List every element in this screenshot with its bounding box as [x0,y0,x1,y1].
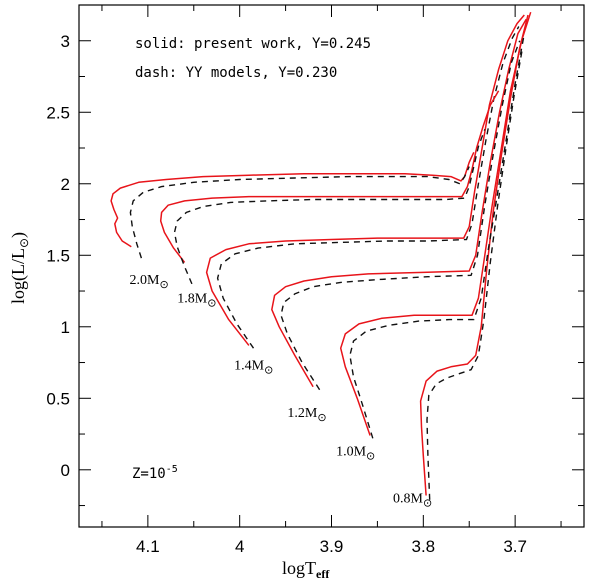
legend-dash-text: dash: YY models, Y=0.230 [135,65,337,81]
y-axis-sun-symbol: ⊙ [17,238,31,248]
y-tick-label: 0 [61,461,70,480]
mass-labels: 2.0M⊙ 1.8M⊙ 1.4M⊙ 1.2M⊙ 1.0M⊙ 0.8M⊙ [130,273,433,510]
y-tick-label: 1 [61,318,70,337]
y-tick-label: 1.5 [46,246,70,265]
mass-label: 1.2M⊙ [287,406,326,424]
x-tick-label: 3.9 [320,537,344,556]
mass-label: 1.0M⊙ [336,444,375,462]
x-tick-label: 3.7 [503,537,527,556]
mass-label: 0.8M⊙ [393,492,432,510]
track-present-0.8 [419,14,529,496]
evolutionary-tracks [110,11,532,500]
x-axis-subscript: eff [316,567,330,579]
y-tick-label: 0.5 [46,389,70,408]
x-tick-label: 3.8 [411,537,435,556]
y-tick-label: 3 [61,32,70,51]
track-present-1.2 [271,18,527,388]
legend-solid-text: solid: present work, Y=0.245 [135,36,371,52]
y-tick-label: 2 [61,175,70,194]
tick-labels: 4.1 4 3.9 3.8 3.7 0 0.5 1 1.5 2 2.5 3 [46,32,527,556]
track-yy-1.8 [173,129,486,285]
track-yy-1.0 [349,33,525,439]
metallicity-label: Z=10-5 [132,464,178,482]
metallicity-exponent: -5 [166,464,178,475]
mass-label: 1.4M⊙ [234,359,273,377]
y-tick-label: 2.5 [46,103,70,122]
track-yy-1.2 [280,40,521,391]
axis-ticks [79,4,584,527]
plot-frame [78,4,585,528]
track-yy-2.0 [129,166,470,259]
track-present-1.4 [205,14,525,346]
x-axis-title: logTeff [282,558,330,579]
x-tick-label: 4.1 [136,537,160,556]
track-present-1.0 [339,11,532,436]
mass-label: 1.8M⊙ [177,291,216,309]
mass-label: 2.0M⊙ [130,273,169,291]
x-tick-label: 4 [235,537,244,556]
track-present-1.8 [159,90,500,263]
track-yy-0.8 [426,47,524,500]
y-axis-title: log(L/L⊙) [8,232,31,304]
track-present-2.0 [110,151,475,248]
